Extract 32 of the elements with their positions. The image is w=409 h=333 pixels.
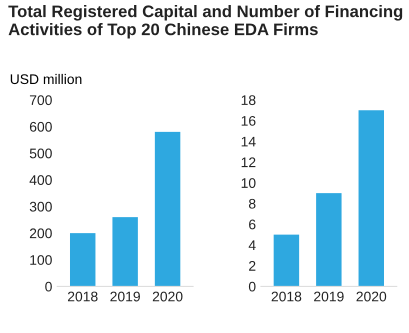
y-tick-label: 600 bbox=[30, 122, 52, 132]
chart-title: Total Registered Capital and Number of Financing Activities of Top 20 Chinese EDA Firms bbox=[8, 4, 402, 39]
bar bbox=[316, 193, 342, 286]
y-tick-label: 300 bbox=[30, 202, 52, 212]
y-tick-label: 18 bbox=[242, 95, 256, 106]
y-tick-label: 6 bbox=[249, 220, 256, 230]
x-tick-label: 2019 bbox=[110, 292, 140, 302]
y-tick-label: 14 bbox=[242, 136, 256, 146]
y-tick-label: 2 bbox=[249, 260, 256, 271]
x-tick-label: 2020 bbox=[356, 292, 386, 302]
bar bbox=[358, 110, 384, 286]
y-tick-label: 10 bbox=[242, 178, 256, 188]
y-tick-label: 200 bbox=[30, 228, 52, 238]
x-tick-label: 2018 bbox=[68, 292, 98, 302]
y-tick-label: 0 bbox=[248, 282, 256, 292]
x-tick-label: 2019 bbox=[314, 292, 344, 302]
y-tick-label: 500 bbox=[30, 148, 52, 158]
y-axis-title: USD million bbox=[10, 74, 82, 84]
y-tick-label: 8 bbox=[248, 198, 256, 209]
y-tick-label: 400 bbox=[30, 175, 52, 185]
y-tick-label: 0 bbox=[45, 282, 52, 292]
y-tick-label: 700 bbox=[30, 95, 52, 106]
bar bbox=[274, 234, 300, 286]
bar bbox=[70, 233, 96, 286]
y-tick-label: 12 bbox=[242, 157, 256, 168]
x-tick-label: 2020 bbox=[152, 292, 182, 302]
x-tick-label: 2018 bbox=[272, 292, 302, 302]
y-tick-label: 16 bbox=[242, 116, 256, 126]
y-tick-label: 4 bbox=[248, 240, 256, 250]
bar bbox=[112, 217, 138, 286]
bar bbox=[154, 132, 180, 286]
y-tick-label: 100 bbox=[30, 255, 52, 265]
